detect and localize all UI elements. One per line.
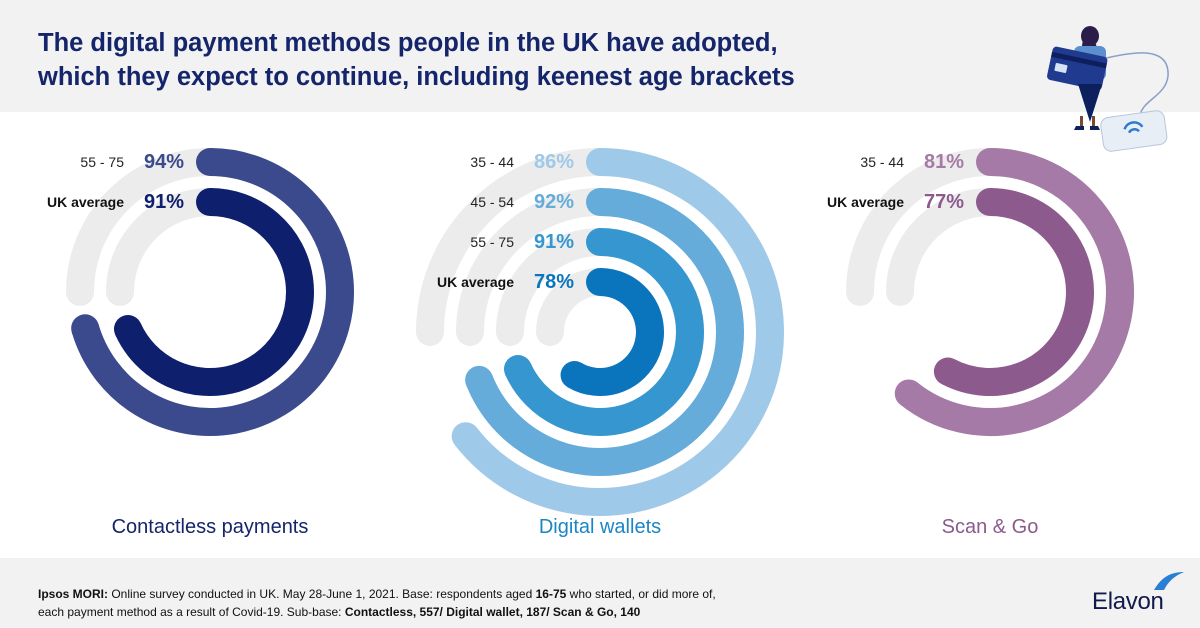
series-name-label: 35 - 44: [860, 154, 904, 170]
series-name-label: UK average: [47, 194, 124, 210]
percent-label: 77%: [924, 191, 964, 213]
value-arc: [454, 148, 784, 516]
value-arc: [567, 268, 664, 396]
arc-end-cap: [894, 379, 923, 408]
title-line-2: which they expect to continue, including…: [38, 63, 795, 91]
arc-end-cap: [451, 422, 480, 451]
arc-start-cap: [976, 148, 1004, 176]
arc-start-cap: [586, 228, 614, 256]
arc-start-cap: [196, 188, 224, 216]
arc-start-cap: [586, 148, 614, 176]
value-arc: [71, 148, 354, 436]
arc-end-cap: [113, 315, 142, 344]
arc-end-cap: [503, 355, 532, 384]
series-name-label: 35 - 44: [470, 154, 514, 170]
chart-2: 81% 35 - 44 77% UK average Scan & Go: [827, 148, 1134, 538]
chart-0: 94% 55 - 75 91% UK average Contactless payme…: [47, 148, 354, 538]
title-line-1: The digital payment methods people in th…: [38, 29, 778, 57]
value-arc: [941, 188, 1094, 396]
footnote: Ipsos MORI: Online survey conducted in U…: [38, 585, 938, 621]
arc-start-cap: [586, 188, 614, 216]
footnote-source: Ipsos MORI:: [38, 587, 109, 601]
chart-1: 86% 35 - 44 92% 45 - 54 91% 55 - 75 78% UK aver…: [416, 148, 784, 538]
arc-end-cap: [465, 365, 494, 394]
arc-end-cap: [560, 361, 589, 390]
header-band: [0, 0, 1200, 112]
series-name-label: 45 - 54: [470, 194, 514, 210]
percent-label: 81%: [924, 151, 964, 173]
percent-label: 78%: [534, 271, 574, 293]
series-name-label: UK average: [437, 274, 514, 290]
value-arc: [466, 188, 744, 476]
woman-with-card-illustration: [1047, 26, 1169, 152]
series-name-label: UK average: [827, 194, 904, 210]
arc-start-cap: [196, 148, 224, 176]
percent-label: 86%: [534, 151, 574, 173]
arc-start-cap: [586, 268, 614, 296]
series-name-label: 55 - 75: [470, 234, 514, 250]
arc-end-cap: [71, 314, 100, 343]
footnote-age-range: 16-75: [535, 587, 567, 601]
page-title: The digital payment methods people in th…: [38, 26, 938, 94]
footnote-text-a: Online survey conducted in UK. May 28-Ju…: [108, 587, 536, 601]
percent-label: 92%: [534, 191, 574, 213]
footer-band: [0, 558, 1200, 628]
chart-title: Scan & Go: [942, 516, 1039, 538]
value-arc: [899, 148, 1134, 436]
value-arc: [115, 188, 314, 396]
logo-swoosh-icon: [1154, 572, 1184, 590]
footnote-subbase: Contactless, 557/ Digital wallet, 187/ S…: [344, 605, 641, 619]
arc-start-cap: [976, 188, 1004, 216]
percent-label: 91%: [534, 231, 574, 253]
chart-title: Digital wallets: [539, 516, 661, 538]
percent-label: 94%: [144, 151, 184, 173]
chart-title: Contactless payments: [112, 516, 309, 538]
footnote-text-b: who started, or did more of,: [566, 587, 716, 601]
value-arc: [505, 228, 704, 436]
elavon-logo: Elavon: [1092, 570, 1188, 616]
series-name-label: 55 - 75: [80, 154, 124, 170]
arc-end-cap: [933, 357, 962, 386]
percent-label: 91%: [144, 191, 184, 213]
footnote-text-c: each payment method as a result of Covid…: [38, 605, 345, 619]
logo-text: Elavon: [1092, 588, 1164, 615]
